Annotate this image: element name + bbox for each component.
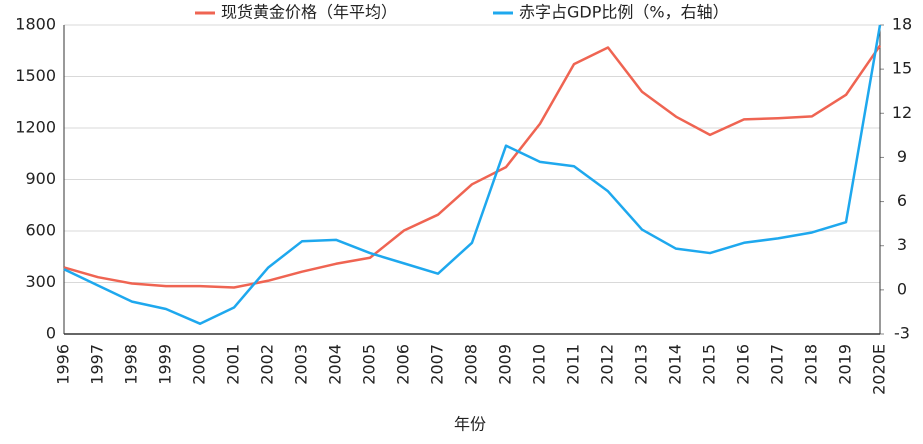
x-tick-label: 2014	[666, 344, 685, 385]
x-tick-label: 2020E	[870, 344, 889, 395]
x-tick-label: 2007	[428, 344, 447, 385]
x-tick-label: 2009	[496, 344, 515, 385]
x-tick-label: 2005	[360, 344, 379, 385]
x-tick-label: 1998	[122, 344, 141, 385]
x-tick-label: 1996	[54, 344, 73, 385]
y-tick-label: 900	[25, 169, 56, 188]
y2-tick-label: -3	[894, 324, 910, 343]
y2-tick-label: 12	[892, 103, 912, 122]
y2-tick-label: 0	[897, 279, 907, 298]
data-line	[63, 24, 882, 325]
y2-tick-label: 15	[892, 59, 912, 78]
x-tick-label: 2016	[734, 344, 753, 385]
x-tick-label: 2001	[224, 344, 243, 385]
y-tick-label: 1500	[15, 66, 56, 85]
x-tick-label: 2012	[598, 344, 617, 385]
y2-tick-label: 18	[892, 15, 912, 34]
legend-label: 赤字占GDP比例（%，右轴）	[519, 3, 729, 22]
x-tick-label: 2013	[632, 344, 651, 385]
x-tick-label: 1999	[156, 344, 175, 385]
y-tick-label: 600	[25, 221, 56, 240]
y-tick-label: 300	[25, 272, 56, 291]
y2-tick-label: 9	[897, 147, 907, 166]
x-tick-label: 2015	[700, 344, 719, 385]
x-tick-label: 2003	[292, 344, 311, 385]
x-tick-label: 2019	[836, 344, 855, 385]
y2-tick-label: 6	[897, 191, 907, 210]
x-tick-label: 2006	[394, 344, 413, 385]
y-tick-label: 0	[46, 324, 56, 343]
x-tick-label: 2018	[802, 344, 821, 385]
legend-label: 现货黄金价格（年平均）	[221, 3, 397, 22]
y2-tick-label: 3	[897, 235, 907, 254]
y-tick-label: 1200	[15, 118, 56, 137]
x-tick-label: 2011	[564, 344, 583, 385]
data-line	[63, 44, 882, 289]
x-tick-label: 2017	[768, 344, 787, 385]
y-tick-label: 1800	[15, 15, 56, 34]
x-tick-label: 2008	[462, 344, 481, 385]
x-tick-label: 2004	[326, 344, 345, 385]
x-tick-label: 2000	[190, 344, 209, 385]
x-tick-label: 2010	[530, 344, 549, 385]
x-tick-label: 2002	[258, 344, 277, 385]
x-tick-label: 1997	[88, 344, 107, 385]
x-axis-title: 年份	[454, 415, 486, 434]
